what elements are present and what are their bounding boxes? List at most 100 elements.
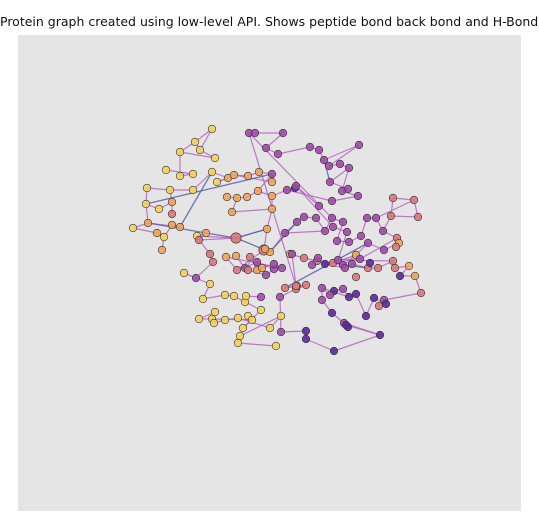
peptide-bond-edge [295, 185, 334, 228]
peptide-bond-edge [291, 253, 297, 287]
residue-node [157, 245, 167, 255]
residue-node [371, 213, 381, 223]
peptide-bond-edge [390, 215, 419, 218]
residue-node [291, 181, 301, 191]
residue-node [354, 140, 364, 150]
residue-node [305, 142, 315, 152]
residue-node [195, 145, 205, 155]
residue-node [337, 186, 347, 196]
residue-node [276, 327, 286, 337]
residue-node [328, 222, 338, 232]
residue-node [235, 331, 245, 341]
residue-node [409, 195, 419, 205]
peptide-bond-edge [237, 342, 277, 347]
residue-node [207, 124, 217, 134]
peptide-bond-edge [295, 185, 320, 207]
h-bond-edge [269, 221, 298, 253]
residue-node [254, 167, 264, 177]
residue-node [353, 191, 363, 201]
peptide-bond-edge [179, 151, 216, 159]
residue-node [191, 273, 201, 283]
residue-node [207, 167, 217, 177]
residue-node [388, 256, 398, 266]
residue-node [351, 289, 361, 299]
peptide-bond-edge [331, 195, 359, 202]
residue-node [373, 263, 383, 273]
residue-node [175, 222, 185, 232]
residue-node [229, 291, 239, 301]
residue-node [233, 338, 243, 348]
residue-node [161, 165, 171, 175]
residue-node [365, 258, 375, 268]
residue-node [260, 244, 270, 254]
residue-node [152, 228, 162, 238]
peptide-bond-edge [284, 230, 326, 234]
residue-node [208, 257, 218, 267]
residue-node [375, 330, 385, 340]
residue-node [194, 235, 204, 245]
residue-node [188, 169, 198, 179]
residue-node [210, 307, 220, 317]
residue-node [261, 270, 271, 280]
residue-node [311, 213, 321, 223]
residue-node [277, 263, 287, 273]
peptide-bond-edge [239, 315, 282, 337]
residue-node [190, 137, 200, 147]
residue-node [205, 249, 215, 259]
peptide-bond-edge [305, 338, 335, 352]
peptide-bond-edge [359, 237, 398, 260]
residue-node [167, 209, 177, 219]
residue-node [342, 227, 352, 237]
residue-node [230, 232, 242, 244]
residue-node [241, 291, 251, 301]
peptide-bond-edge [192, 171, 213, 191]
residue-node [232, 265, 242, 275]
residue-node [361, 311, 371, 321]
residue-node [154, 204, 164, 214]
residue-node [291, 281, 301, 291]
residue-node [167, 197, 177, 207]
residue-node [252, 257, 262, 267]
residue-node [231, 251, 241, 261]
residue-node [381, 299, 391, 309]
peptide-bond-edge [383, 292, 422, 301]
residue-node [369, 293, 379, 303]
residue-node [410, 271, 420, 281]
residue-node [267, 177, 277, 187]
residue-node [347, 259, 357, 269]
residue-node [280, 283, 290, 293]
residue-node [233, 313, 243, 323]
residue-node [327, 213, 337, 223]
residue-node [307, 260, 317, 270]
residue-node [314, 145, 324, 155]
residue-node [355, 254, 365, 264]
residue-node [256, 305, 266, 315]
peptide-bond-edge [375, 199, 415, 219]
residue-node [142, 183, 152, 193]
residue-node [320, 226, 330, 236]
residue-node [271, 341, 281, 351]
residue-node [386, 211, 396, 221]
residue-node [299, 212, 309, 222]
peptide-bond-edge [211, 318, 253, 321]
residue-node [324, 161, 334, 171]
h-bond-edge [179, 171, 213, 228]
peptide-bond-edge [198, 237, 237, 241]
residue-node [159, 232, 169, 242]
residue-node [325, 290, 335, 300]
residue-node [329, 346, 339, 356]
residue-node [344, 292, 354, 302]
residue-node [362, 213, 372, 223]
residue-node [256, 292, 266, 302]
residue-node [250, 128, 260, 138]
residue-node [247, 315, 257, 325]
residue-node [287, 249, 297, 259]
residue-node [325, 177, 335, 187]
residue-node [363, 238, 373, 248]
residue-node [221, 252, 231, 262]
residue-node [220, 315, 230, 325]
residue-node [212, 177, 222, 187]
residue-node [314, 201, 324, 211]
residue-node [209, 318, 219, 328]
residue-node [242, 192, 252, 202]
